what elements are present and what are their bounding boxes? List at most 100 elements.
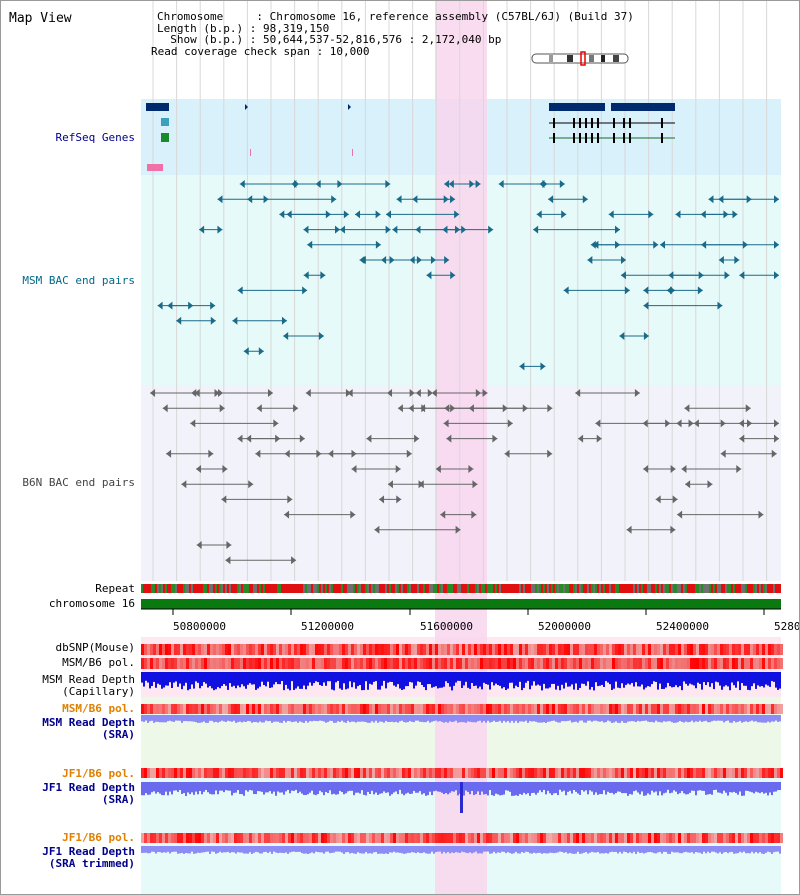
heat-cell [555,658,558,669]
heat-cell [273,768,276,778]
depth-bar [667,846,669,854]
bac-end [293,404,299,413]
heat-cell [615,833,618,843]
bac-end [194,389,200,397]
depth-bar [749,846,751,854]
heat-cell [603,658,606,669]
track-label-b6n-bac[interactable]: B6N BAC end pairs [22,476,135,489]
depth-bar [463,715,465,723]
repeat-mark [649,584,651,593]
depth-bar [541,782,543,793]
heat-cell [207,704,210,714]
depth-bar [147,715,149,723]
heat-cell [585,644,588,655]
heat-cell [237,704,240,714]
gene-mark [629,133,631,143]
depth-bar [581,715,583,721]
depth-bar [549,715,551,722]
depth-bar [181,672,183,690]
depth-bar [153,782,155,792]
heat-cell [723,768,726,778]
depth-bar [427,782,429,796]
heat-cell [204,768,207,778]
depth-bar [597,715,599,722]
depth-bar [527,846,529,852]
depth-bar [645,782,647,796]
depth-bar [229,715,231,722]
depth-bar [739,782,741,792]
heat-cell [540,644,543,655]
heat-cell [207,768,210,778]
repeat-mark [611,584,613,593]
heat-cell [150,644,153,655]
repeat-mark [517,584,519,593]
bac-end [718,256,724,264]
repeat-mark [393,584,395,593]
heat-cell [519,768,522,778]
heat-cell [555,768,558,778]
depth-bar [331,846,333,853]
depth-bar [693,672,695,686]
heat-cell [303,658,306,669]
bac-end [533,225,539,234]
heat-cell [573,704,576,714]
depth-bar [439,715,441,722]
depth-bar [635,715,637,723]
depth-bar [255,782,257,795]
heat-cell [567,644,570,655]
depth-bar [393,782,395,793]
heat-cell [423,704,426,714]
heat-cell [264,833,267,843]
bac-end [350,510,356,519]
track-label-msm-bac[interactable]: MSM BAC end pairs [22,274,135,287]
heat-cell [684,833,687,843]
heat-cell [693,658,696,669]
repeat-mark [193,584,195,593]
track-label-refseq[interactable]: RefSeq Genes [55,131,135,144]
heat-cell [486,704,489,714]
depth-bar [509,672,511,683]
heat-cell [771,833,774,843]
depth-bar [193,672,195,689]
heat-cell [558,704,561,714]
heat-cell [213,644,216,655]
heat-cell [372,704,375,714]
depth-bar [491,715,493,722]
depth-bar [413,782,415,791]
depth-bar [415,782,417,793]
depth-bar [309,846,311,854]
heat-cell [702,768,705,778]
depth-bar [705,846,707,854]
depth-bar [343,846,345,854]
depth-bar [483,782,485,795]
bac-end [619,332,625,340]
depth-bar [541,846,543,854]
repeat-mark [387,584,389,593]
depth-bar [455,846,457,853]
repeat-mark [671,584,673,593]
heat-cell [507,704,510,714]
depth-bar [517,672,519,688]
bac-end [665,419,671,428]
depth-bar [701,715,703,722]
heat-cell [630,768,633,778]
depth-bar [547,672,549,689]
repeat-mark [251,584,253,593]
heat-cell [648,658,651,669]
bac-end [758,510,764,519]
heat-cell [381,833,384,843]
depth-bar [679,846,681,854]
depth-bar [645,672,647,688]
heat-cell [720,658,723,669]
heat-cell [582,658,585,669]
depth-bar [769,846,771,853]
depth-bar [375,715,377,721]
depth-bar [539,782,541,791]
heat-cell [648,768,651,778]
depth-bar [345,782,347,794]
depth-bar [449,672,451,687]
heat-cell [393,658,396,669]
bac-end [720,449,726,458]
heat-cell [759,644,762,655]
